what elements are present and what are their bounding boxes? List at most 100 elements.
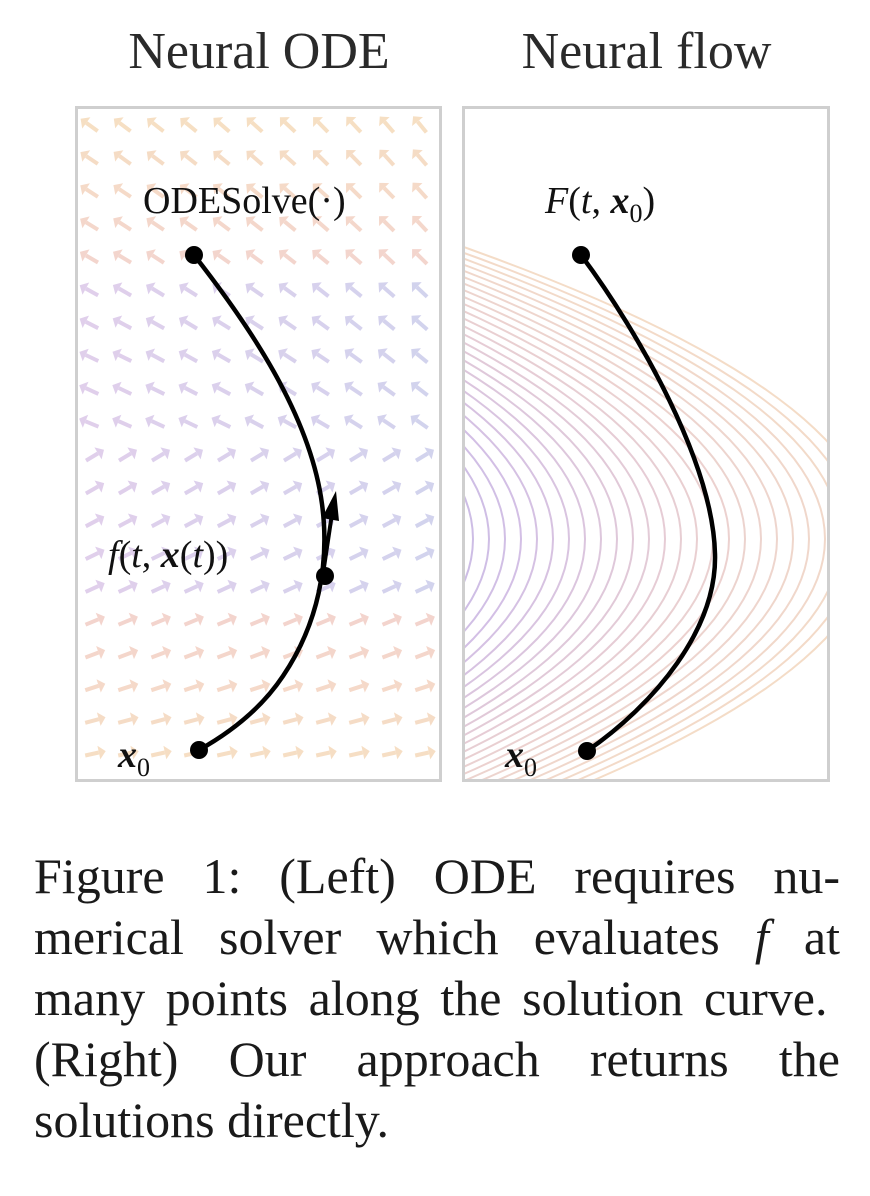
- field-arrow: [315, 745, 337, 760]
- field-arrow: [282, 447, 302, 463]
- field-arrow: [145, 315, 166, 331]
- field-arrow: [249, 712, 271, 726]
- field-arrow: [378, 315, 396, 331]
- field-arrow: [381, 646, 403, 660]
- field-arrow: [145, 414, 166, 429]
- field-arrow: [178, 315, 199, 331]
- field-arrow: [84, 513, 105, 529]
- field-arrow: [346, 183, 363, 200]
- field-arrow: [245, 348, 265, 364]
- left-start-point: [190, 741, 208, 759]
- field-arrow: [278, 315, 297, 331]
- contour-line: [465, 495, 475, 583]
- contour-line: [465, 264, 827, 779]
- field-arrow: [117, 480, 138, 496]
- field-arrow: [311, 315, 330, 331]
- field-arrow: [312, 150, 330, 167]
- field-arrow: [315, 612, 336, 627]
- field-arrow: [282, 546, 303, 561]
- contour-line: [465, 258, 827, 779]
- field-arrow: [311, 348, 330, 364]
- field-arrow: [150, 513, 171, 529]
- contour-line: [465, 446, 507, 632]
- field-arrow: [150, 745, 172, 760]
- neural-ode-panel: ODESolve(·) f(t, x(t)) x0: [75, 106, 442, 782]
- contour-line: [465, 415, 539, 663]
- field-arrow: [150, 579, 171, 594]
- field-arrow: [348, 546, 369, 561]
- field-arrow: [377, 414, 396, 430]
- field-arrow: [146, 150, 165, 166]
- field-arrow: [211, 348, 232, 364]
- field-arrow: [179, 183, 198, 199]
- field-arrow: [150, 480, 171, 496]
- field-arrow: [183, 447, 203, 463]
- field-arrow: [216, 712, 238, 726]
- field-arrow: [84, 646, 106, 660]
- field-arrow: [79, 315, 100, 330]
- contour-line: [465, 296, 747, 779]
- field-arrow: [117, 646, 139, 660]
- field-arrow: [311, 381, 330, 397]
- field-arrow: [279, 150, 297, 167]
- field-arrow: [246, 117, 264, 134]
- vector-arrow-head: [322, 491, 339, 521]
- field-arrow: [410, 414, 429, 430]
- field-arrow: [216, 646, 238, 660]
- field-arrow: [147, 117, 165, 133]
- contour-line: [465, 318, 699, 760]
- field-arrow: [345, 282, 363, 298]
- contour-line: [465, 246, 827, 779]
- field-arrow: [146, 249, 165, 265]
- field-arrow: [348, 712, 370, 726]
- field-arrow: [414, 745, 436, 760]
- field-arrow: [84, 546, 105, 561]
- field-arrow: [213, 183, 231, 199]
- field-arrow: [113, 216, 132, 232]
- field-arrow: [381, 447, 401, 463]
- field-arrow: [245, 282, 264, 298]
- field-arrow: [412, 149, 429, 167]
- field-arrow: [249, 745, 271, 760]
- field-arrow: [113, 183, 132, 199]
- odesolve-label: ODESolve(·): [143, 180, 346, 222]
- field-arrow: [145, 348, 166, 364]
- ode-solution-curve: [191, 252, 327, 753]
- contour-line: [465, 369, 603, 709]
- field-arrow: [412, 116, 428, 134]
- field-arrow: [348, 480, 369, 496]
- field-arrow: [216, 679, 238, 693]
- field-arrow: [216, 447, 236, 463]
- field-arrow: [84, 679, 106, 693]
- field-arrow: [311, 282, 330, 298]
- field-arrow: [84, 447, 104, 463]
- neural-flow-panel: F(t, x0) x0: [462, 106, 830, 782]
- field-arrow: [213, 150, 231, 166]
- left-x0-label: x0: [118, 734, 150, 782]
- field-arrow: [278, 282, 297, 298]
- field-arrow: [112, 381, 133, 396]
- field-arrow: [381, 612, 402, 627]
- field-arrow: [282, 679, 304, 693]
- field-arrow: [379, 216, 396, 233]
- field-arrow: [79, 414, 100, 429]
- field-arrow: [117, 546, 138, 561]
- field-arrow: [315, 712, 337, 726]
- field-arrow: [183, 480, 204, 496]
- field-arrow: [312, 216, 330, 233]
- field-arrow: [414, 513, 435, 529]
- field-arrow: [277, 414, 298, 430]
- field-arrow: [183, 546, 204, 561]
- field-arrow: [145, 381, 166, 396]
- field-arrow: [183, 679, 205, 693]
- field-arrow: [112, 315, 133, 331]
- field-arrow: [178, 348, 199, 364]
- contour-line: [465, 310, 715, 768]
- contour-line: [465, 429, 523, 649]
- field-arrow: [146, 183, 165, 199]
- contour-line: [465, 342, 651, 736]
- field-arrow: [377, 381, 396, 397]
- field-arrow: [183, 513, 204, 529]
- field-arrow: [179, 216, 198, 232]
- field-arrow: [312, 183, 330, 200]
